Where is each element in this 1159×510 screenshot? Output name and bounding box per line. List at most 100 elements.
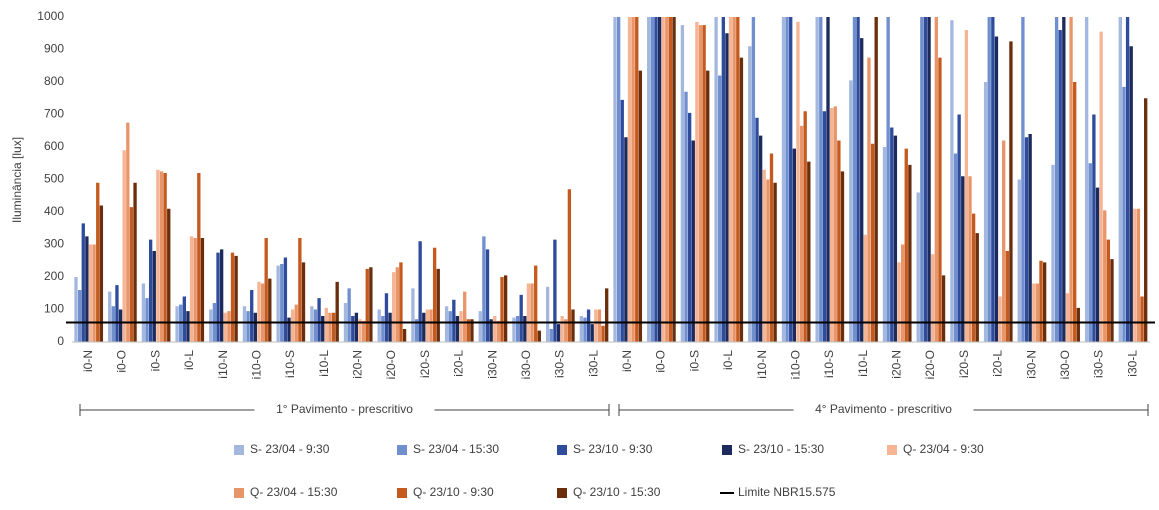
- bar: [613, 17, 617, 342]
- bar: [335, 281, 339, 342]
- bar: [512, 317, 516, 342]
- bar: [920, 17, 924, 342]
- bar: [1106, 239, 1111, 342]
- bar: [994, 36, 999, 342]
- bar: [99, 205, 104, 342]
- bar: [739, 57, 744, 342]
- bar: [216, 252, 220, 342]
- y-tick-label: 900: [44, 42, 64, 56]
- x-tick-label: i20-S: [418, 350, 432, 378]
- bar: [361, 320, 366, 342]
- y-tick-label: 500: [44, 172, 64, 186]
- bar: [287, 317, 291, 342]
- y-tick-label: 600: [44, 139, 64, 153]
- bar: [1054, 17, 1059, 342]
- bar: [789, 17, 793, 342]
- bar: [792, 148, 796, 342]
- legend-label: Q- 23/10 - 9:30: [413, 485, 494, 499]
- bar: [635, 17, 639, 342]
- bar: [971, 213, 976, 342]
- bar: [1103, 210, 1107, 342]
- x-tick-label: i0-L: [721, 350, 735, 370]
- bar: [620, 99, 624, 342]
- bar: [556, 324, 561, 342]
- bar: [148, 239, 153, 342]
- bar: [624, 137, 628, 342]
- bar: [485, 249, 490, 342]
- bar: [665, 17, 669, 342]
- x-tick-label: i10-N: [755, 350, 769, 379]
- group-label: 1° Pavimento - prescritivo: [276, 402, 413, 416]
- legend-label: Q- 23/10 - 15:30: [573, 485, 661, 499]
- bar: [803, 111, 807, 342]
- bar: [1058, 30, 1062, 342]
- bar: [1129, 46, 1133, 342]
- bar: [1076, 307, 1080, 342]
- bar: [115, 285, 119, 342]
- bar: [1028, 134, 1032, 342]
- bar: [961, 176, 965, 342]
- bar: [927, 17, 931, 342]
- bar: [365, 268, 369, 342]
- bar: [257, 281, 261, 342]
- legend-label: S- 23/04 - 15:30: [413, 442, 499, 456]
- bar: [680, 25, 685, 342]
- x-tick-label: i0-N: [620, 350, 634, 372]
- bar: [411, 288, 415, 342]
- x-tick-label: i20-O: [384, 350, 398, 379]
- legend-swatch: [397, 488, 407, 498]
- bar: [654, 17, 658, 342]
- bar: [860, 38, 864, 342]
- bar: [672, 17, 676, 342]
- bar: [392, 272, 396, 342]
- bar: [998, 296, 1002, 342]
- x-tick-label: i20-O: [923, 350, 937, 379]
- bar: [425, 309, 430, 342]
- bar: [950, 20, 954, 342]
- bar: [586, 309, 591, 342]
- bar: [597, 309, 602, 342]
- bar: [182, 296, 186, 342]
- bar: [418, 241, 422, 342]
- x-tick-label: i0-O: [654, 350, 668, 373]
- y-tick-label: 400: [44, 204, 64, 218]
- legend-swatch: [887, 445, 897, 455]
- bar: [605, 288, 609, 342]
- bar: [384, 293, 389, 342]
- x-tick-label: i30-N: [1024, 350, 1038, 379]
- bar: [769, 153, 774, 342]
- bar: [209, 309, 213, 342]
- bar: [347, 288, 351, 342]
- bar: [1002, 140, 1006, 342]
- bar: [280, 264, 284, 342]
- bar: [301, 262, 306, 342]
- bar: [987, 17, 991, 342]
- bar: [246, 311, 250, 342]
- bar: [983, 82, 988, 342]
- bar: [627, 17, 632, 342]
- bar: [819, 17, 823, 342]
- bar: [167, 208, 171, 342]
- bar: [1017, 179, 1021, 342]
- bar: [92, 244, 96, 342]
- bar: [1035, 283, 1040, 342]
- bar: [631, 17, 635, 342]
- bar: [189, 236, 194, 342]
- bar: [684, 91, 688, 342]
- legend-label: S- 23/10 - 15:30: [738, 442, 824, 456]
- bar: [354, 312, 359, 342]
- bar: [463, 291, 467, 342]
- bar: [242, 306, 247, 342]
- bar: [108, 291, 112, 342]
- bar: [594, 309, 598, 342]
- bar: [369, 267, 373, 342]
- bar: [785, 17, 789, 342]
- bar: [647, 17, 651, 342]
- bar: [283, 257, 288, 342]
- bar: [1136, 208, 1141, 342]
- bar: [519, 294, 523, 342]
- bar: [470, 319, 474, 342]
- bar: [728, 17, 733, 342]
- bar: [706, 70, 710, 342]
- bar: [133, 182, 137, 342]
